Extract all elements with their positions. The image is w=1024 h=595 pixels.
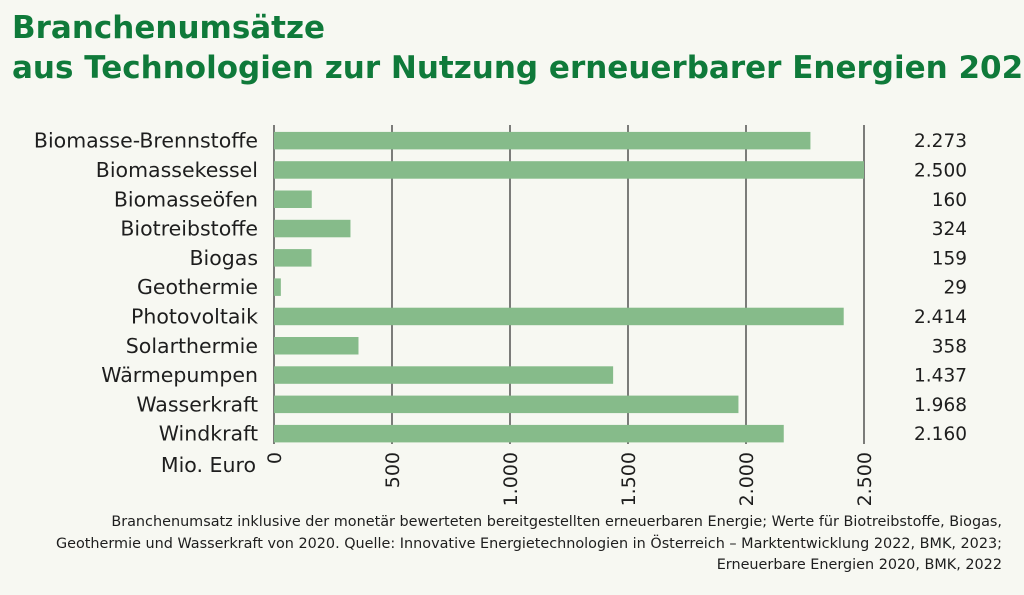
- category-label: Wasserkraft: [136, 392, 258, 416]
- x-tick-label: 1.000: [500, 452, 522, 506]
- bar: [274, 249, 312, 267]
- value-label: 29: [943, 278, 967, 299]
- category-label: Biotreibstoffe: [120, 217, 258, 241]
- x-axis-unit-label: Mio. Euro: [161, 453, 256, 477]
- value-label: 324: [932, 219, 967, 240]
- category-labels: Biomasse-Brennstoffe Biomassekessel Biomas…: [34, 129, 258, 446]
- value-label: 159: [932, 248, 967, 269]
- footnote: Branchenumsatz inklusive der monetär bew…: [2, 512, 1002, 577]
- category-label: Solarthermie: [126, 334, 258, 358]
- chart-title-line-2: aus Technologien zur Nutzung erneuerbare…: [12, 50, 1024, 86]
- x-tick-label: 500: [382, 452, 404, 488]
- value-label: 2.500: [914, 160, 967, 181]
- x-tick-label: 0: [264, 452, 286, 464]
- chart-title: Branchenumsätze aus Technologien zur Nut…: [12, 8, 1024, 88]
- value-labels: 2.273 2.500 160 324 159 29 2.414 358 1.437 1.968 2…: [914, 131, 967, 445]
- category-label: Biomasse-Brennstoffe: [34, 129, 258, 153]
- bar: [274, 161, 864, 179]
- value-label: 2.160: [914, 424, 967, 445]
- category-label: Photovoltaik: [131, 304, 258, 328]
- bar: [274, 278, 281, 296]
- footnote-line-1: Branchenumsatz inklusive der monetär bew…: [111, 514, 1002, 530]
- bar: [274, 366, 614, 384]
- chart-title-line-1: Branchenumsätze: [12, 10, 326, 46]
- x-tick-label: 2.500: [854, 452, 876, 506]
- value-label: 1.968: [914, 395, 967, 416]
- category-label: Wärmepumpen: [101, 363, 258, 387]
- bar: [274, 424, 784, 443]
- category-label: Biomasseöfen: [114, 187, 258, 211]
- bar: [274, 307, 844, 326]
- category-label: Windkraft: [159, 422, 258, 446]
- footnote-line-2: Geothermie und Wasserkraft von 2020. Que…: [55, 535, 1002, 552]
- x-tick-label: 1.500: [618, 452, 640, 506]
- bars: [274, 131, 864, 443]
- category-label: Biogas: [189, 246, 258, 270]
- category-label: Geothermie: [137, 275, 258, 299]
- bar: [274, 337, 359, 355]
- bar: [274, 219, 351, 238]
- footnote-line-3: Erneuerbare Energien 2020, BMK, 2022: [716, 557, 1002, 573]
- value-label: 358: [932, 336, 967, 357]
- bar: [274, 190, 312, 208]
- bar: [274, 131, 811, 150]
- bar-chart: Biomasse-Brennstoffe Biomassekessel Biomas…: [34, 125, 967, 506]
- value-label: 2.414: [914, 307, 967, 328]
- category-label: Biomassekessel: [96, 158, 258, 182]
- value-label: 160: [932, 190, 967, 211]
- x-tick-labels: 0 500 1.000 1.500 2.000 2.500: [264, 452, 876, 506]
- value-label: 2.273: [914, 131, 967, 152]
- value-label: 1.437: [914, 366, 967, 387]
- x-tick-label: 2.000: [736, 452, 758, 506]
- bar: [274, 395, 739, 414]
